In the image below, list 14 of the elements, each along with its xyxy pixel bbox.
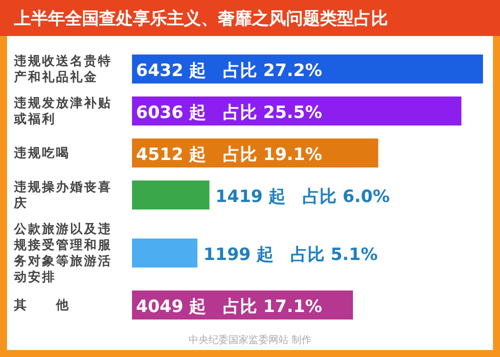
y-tick-label: 违规操办婚丧喜庆 (13, 179, 112, 210)
chart-title: 上半年全国查处享乐主义、奢靡之风问题类型占比 (13, 9, 388, 29)
data-label: 4049 起 占比 17.1% (136, 297, 322, 317)
y-tick-label: 其 他 (13, 297, 70, 312)
y-tick-label: 违规发放津补贴或福利 (13, 95, 112, 126)
data-label: 1419 起 占比 6.0% (215, 187, 390, 207)
y-tick-label: 公款旅游以及违规接受管理和服务对象等旅游活动安排 (13, 221, 112, 284)
data-label: 6036 起 占比 25.5% (136, 103, 322, 123)
y-tick-label: 违规吃喝 (13, 145, 70, 160)
text: 中央纪委国家监委网站 制作 (188, 334, 312, 346)
data-label: 1199 起 占比 5.1% (203, 245, 378, 265)
data-label: 4512 起 占比 19.1% (136, 145, 322, 165)
y-tick-label: 违规收送名贵特产和礼品礼金 (13, 53, 112, 84)
data-label: 6432 起 占比 27.2% (136, 61, 322, 81)
